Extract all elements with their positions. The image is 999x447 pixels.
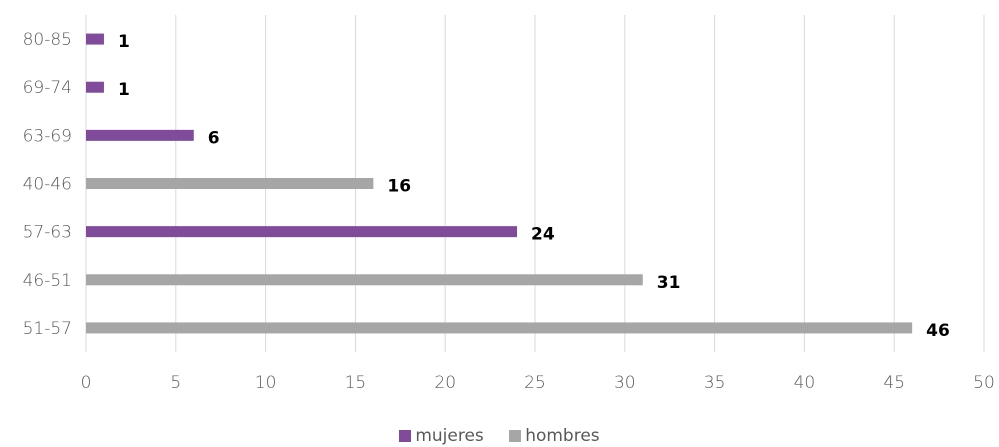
category-label-69-74: 69-74	[23, 78, 72, 98]
category-label-63-69: 63-69	[23, 126, 72, 146]
x-tick-label-5: 5	[170, 373, 181, 393]
data-label-40-46: 16	[387, 177, 411, 197]
category-label-40-46: 40-46	[23, 175, 72, 195]
data-label-51-57: 46	[926, 321, 950, 341]
x-tick-label-50: 50	[973, 373, 995, 393]
bar-80-85	[86, 33, 104, 45]
x-tick-label-20: 20	[434, 373, 456, 393]
category-label-46-51: 46-51	[23, 271, 72, 291]
legend: mujeres hombres	[0, 426, 999, 447]
x-tick-label-25: 25	[524, 373, 546, 393]
x-tick-label-40: 40	[794, 373, 816, 393]
bar-40-46	[86, 178, 374, 189]
bar-69-74	[86, 81, 104, 93]
x-tick-label-15: 15	[345, 373, 367, 393]
data-label-57-63: 24	[531, 225, 555, 245]
bar-46-51	[86, 274, 643, 286]
bar-63-69	[86, 129, 194, 141]
legend-swatch-mujeres	[399, 430, 412, 442]
data-label-69-74: 1	[118, 80, 130, 100]
legend-label-mujeres: mujeres	[415, 426, 484, 446]
legend-item-mujeres: mujeres	[399, 426, 484, 446]
category-label-57-63: 57-63	[23, 223, 72, 243]
legend-label-hombres: hombres	[525, 426, 600, 446]
x-tick-label-30: 30	[614, 373, 636, 393]
category-label-80-85: 80-85	[23, 30, 72, 50]
x-tick-label-35: 35	[704, 373, 726, 393]
bar-51-57	[86, 322, 913, 334]
legend-item-hombres: hombres	[509, 426, 600, 446]
bar-57-63	[86, 226, 518, 238]
x-tick-label-0: 0	[81, 373, 92, 393]
data-label-63-69: 6	[208, 128, 220, 148]
data-label-46-51: 31	[657, 273, 681, 293]
x-tick-label-10: 10	[255, 373, 277, 393]
data-label-80-85: 1	[118, 32, 130, 52]
x-tick-label-45: 45	[883, 373, 905, 393]
category-label-51-57: 51-57	[23, 319, 72, 339]
legend-swatch-hombres	[509, 430, 522, 442]
